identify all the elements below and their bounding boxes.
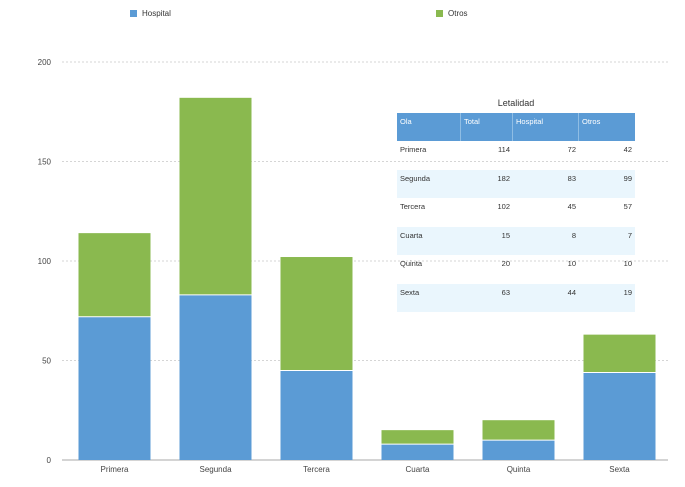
legend-label-otros: Otros [448, 9, 468, 18]
y-tick-label: 0 [47, 456, 52, 465]
table-row: Cuarta 15 8 7 [397, 226, 635, 255]
bar-segment-otros [583, 334, 656, 373]
legend-swatch-otros [436, 10, 443, 17]
table-cell: 114 [498, 145, 510, 154]
table-row: Sexta 63 44 19 [397, 283, 635, 312]
table-header-cell: Hospital [513, 113, 579, 141]
table-cell: 19 [623, 287, 632, 297]
x-tick-label: Tercera [303, 465, 330, 474]
table-cell: Tercera [400, 202, 426, 211]
table-row: Quinta 20 10 10 [397, 255, 635, 284]
table-cell: 20 [501, 259, 510, 268]
bar-segment-hospital [381, 444, 454, 460]
table-cell: 15 [501, 230, 510, 240]
bar-segment-hospital [280, 370, 353, 460]
x-tick-label: Primera [100, 465, 129, 474]
table-cell: 63 [501, 287, 510, 297]
table-row: Segunda 182 83 99 [397, 169, 635, 198]
x-tick-label: Cuarta [405, 465, 430, 474]
table-cell: 10 [567, 259, 576, 268]
legend-label-hospital: Hospital [142, 9, 171, 18]
table-cell: 42 [623, 145, 632, 154]
table-header-cell: Total [461, 113, 513, 141]
table-cell: 72 [567, 145, 576, 154]
table-cell: Quinta [400, 259, 423, 268]
bar-segment-otros [179, 97, 252, 295]
table-cell: 44 [567, 287, 576, 297]
bar-segment-hospital [179, 294, 252, 460]
legend-item-otros: Otros [436, 9, 468, 18]
table-row: Tercera 102 45 57 [397, 198, 635, 227]
table-cell: 10 [623, 259, 632, 268]
table-header-row: Ola Total Hospital Otros [397, 113, 635, 141]
table-cell: Sexta [400, 287, 420, 297]
table-title: Letalidad [497, 98, 535, 108]
bar-segment-hospital [78, 316, 151, 460]
table-header-cell: Ola [397, 113, 461, 141]
legend-swatch-hospital [130, 10, 137, 17]
y-tick-label: 100 [38, 257, 52, 266]
x-tick-label: Segunda [199, 465, 232, 474]
bar-segment-otros [482, 420, 555, 441]
table-cell: 7 [627, 230, 632, 240]
table-row: Primera 114 72 42 [397, 141, 635, 170]
table-cell: Segunda [400, 173, 431, 183]
table-cell: 83 [567, 173, 576, 183]
table-header-cell: Otros [582, 117, 601, 126]
y-tick-label: 150 [38, 158, 52, 167]
bar-segment-otros [78, 233, 151, 317]
table-cell: 45 [567, 202, 576, 211]
table-cell: 102 [497, 202, 510, 211]
table-cell: Cuarta [400, 230, 423, 240]
x-tick-label: Quinta [507, 465, 531, 474]
table-cell: 99 [623, 173, 632, 183]
table-cell: 8 [571, 230, 576, 240]
lethality-table: Letalidad Ola Total Hospital Otros Prime… [397, 98, 635, 312]
bar-segment-hospital [583, 372, 656, 460]
table-cell: Primera [400, 145, 427, 154]
x-tick-label: Sexta [609, 465, 630, 474]
bar-segment-hospital [482, 440, 555, 460]
y-tick-label: 50 [42, 357, 51, 366]
legend-item-hospital: Hospital [130, 9, 171, 18]
table-cell: 182 [497, 173, 510, 183]
table-cell: 57 [623, 202, 632, 211]
bar-segment-otros [381, 430, 454, 445]
bar-segment-otros [280, 257, 353, 371]
y-tick-label: 200 [38, 58, 52, 67]
